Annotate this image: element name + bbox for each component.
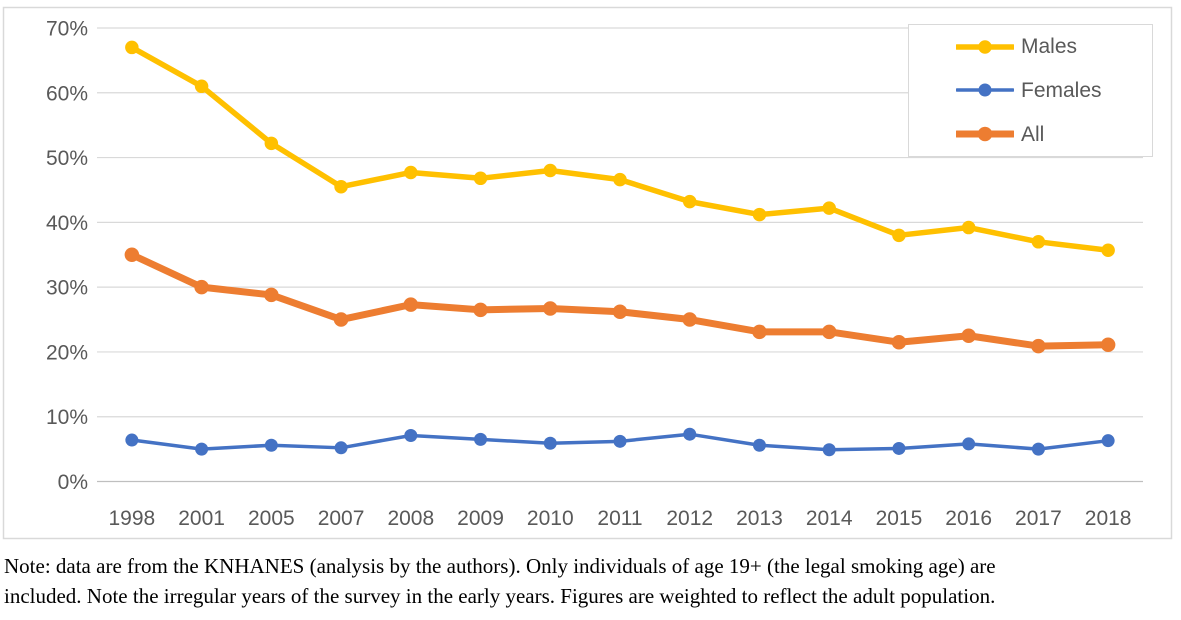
x-axis-tick-label: 2016 bbox=[945, 507, 992, 530]
data-point-marker-females bbox=[1101, 434, 1115, 448]
data-point-marker-all bbox=[194, 279, 209, 295]
y-axis-tick-label: 70% bbox=[46, 18, 88, 41]
data-point-marker-males bbox=[1031, 235, 1046, 249]
data-point-marker-females bbox=[404, 429, 418, 443]
x-axis-tick-label: 2014 bbox=[806, 507, 853, 530]
data-point-marker-females bbox=[334, 441, 348, 455]
series-line-all bbox=[128, 251, 1112, 350]
data-point-marker-all bbox=[403, 297, 419, 312]
y-axis-tick-label: 10% bbox=[46, 406, 88, 429]
y-axis-tick-label: 60% bbox=[46, 82, 88, 105]
data-point-marker-all bbox=[682, 312, 697, 327]
data-point-marker-females bbox=[125, 433, 139, 447]
legend-dot bbox=[977, 126, 993, 142]
data-point-marker-females bbox=[962, 437, 976, 451]
data-point-marker-males bbox=[404, 165, 418, 180]
x-axis-tick-label: 2015 bbox=[876, 507, 923, 530]
x-axis-tick-label: 2008 bbox=[387, 507, 434, 530]
data-point-marker-all bbox=[1031, 338, 1046, 354]
data-point-marker-males bbox=[961, 220, 976, 235]
x-axis-tick-label: 2012 bbox=[666, 507, 713, 530]
data-point-marker-females bbox=[752, 438, 766, 452]
data-point-marker-males bbox=[473, 171, 488, 186]
data-point-marker-males bbox=[613, 172, 627, 187]
figure-note: Note: data are from the KNHANES (analysi… bbox=[4, 551, 1180, 611]
x-axis-tick-label: 2009 bbox=[457, 507, 504, 530]
data-point-marker-all bbox=[752, 324, 767, 340]
x-axis-tick-label: 2017 bbox=[1015, 507, 1062, 530]
legend-marker-icon bbox=[956, 40, 1014, 54]
data-point-marker-females bbox=[1031, 442, 1045, 456]
data-point-marker-males bbox=[334, 179, 348, 194]
data-point-marker-males bbox=[543, 163, 558, 178]
data-point-marker-males bbox=[752, 207, 767, 222]
data-point-marker-females bbox=[543, 436, 557, 450]
data-point-marker-males bbox=[125, 40, 139, 55]
data-point-marker-all bbox=[961, 328, 976, 343]
y-axis-tick-label: 20% bbox=[46, 341, 88, 364]
data-point-marker-all bbox=[1100, 337, 1116, 353]
data-point-marker-all bbox=[124, 247, 140, 262]
y-axis-tick-label: 30% bbox=[46, 277, 88, 300]
data-point-marker-females bbox=[474, 432, 488, 446]
note-line-1: Note: data are from the KNHANES (analysi… bbox=[4, 554, 996, 578]
data-point-marker-males bbox=[1101, 243, 1115, 257]
legend-item-all: All bbox=[956, 124, 1152, 145]
data-point-marker-all bbox=[612, 304, 628, 320]
data-point-marker-males bbox=[892, 228, 906, 243]
line-chart-canvas: 0% 10% 20% 30% 40% 50% 60% 70% 1998 2001 2005 2007 2… bbox=[2, 6, 1173, 540]
data-point-marker-males bbox=[822, 201, 836, 215]
legend-item-males: Males bbox=[956, 36, 1152, 57]
data-point-marker-males bbox=[264, 136, 279, 151]
data-point-marker-all bbox=[264, 287, 279, 303]
data-point-marker-all bbox=[333, 312, 349, 327]
legend-marker-icon bbox=[956, 83, 1014, 97]
note-line-2: included. Note the irregular years of th… bbox=[4, 584, 996, 608]
legend-item-label: Males bbox=[1021, 35, 1078, 59]
data-point-marker-males bbox=[194, 79, 209, 94]
x-axis-tick-label: 2010 bbox=[527, 507, 574, 530]
data-point-marker-all bbox=[891, 334, 907, 350]
legend-dot bbox=[978, 40, 992, 54]
data-point-marker-all bbox=[821, 324, 837, 340]
data-point-marker-males bbox=[682, 194, 697, 209]
data-point-marker-females bbox=[892, 441, 906, 455]
legend: Males Females All bbox=[908, 24, 1153, 157]
legend-item-label: All bbox=[1021, 122, 1045, 146]
legend-item-females: Females bbox=[956, 80, 1152, 101]
data-point-marker-females bbox=[264, 438, 278, 452]
x-axis-tick-label: 2005 bbox=[248, 507, 295, 530]
data-point-marker-all bbox=[473, 302, 488, 318]
data-point-marker-females bbox=[195, 442, 209, 456]
legend-marker-icon bbox=[956, 126, 1014, 142]
x-axis-tick-label: 2007 bbox=[318, 507, 365, 530]
x-axis-tick-label: 2011 bbox=[597, 507, 642, 530]
data-point-marker-females bbox=[613, 434, 627, 448]
legend-item-label: Females bbox=[1021, 78, 1102, 102]
data-point-marker-all bbox=[543, 301, 558, 316]
chart-border bbox=[2, 6, 1173, 540]
y-axis-tick-label: 40% bbox=[46, 212, 88, 235]
data-point-marker-females bbox=[822, 443, 836, 457]
x-axis-tick-label: 2001 bbox=[178, 507, 225, 530]
y-axis-tick-label: 0% bbox=[58, 471, 88, 494]
legend-dot bbox=[978, 83, 992, 97]
x-axis-tick-label: 2018 bbox=[1085, 507, 1132, 530]
x-axis-tick-label: 1998 bbox=[109, 507, 156, 530]
x-axis-tick-label: 2013 bbox=[736, 507, 783, 530]
y-axis-tick-label: 50% bbox=[46, 147, 88, 170]
data-point-marker-females bbox=[683, 427, 697, 441]
